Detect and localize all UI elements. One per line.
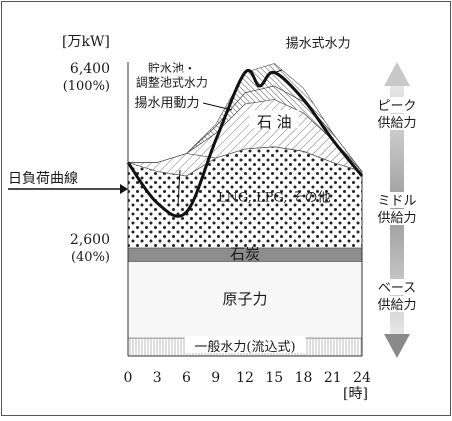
pumping-power-callout [177,169,181,206]
reservoir-callout [202,102,233,111]
supply-label-bg-1-0 [370,192,424,208]
series-label-oil: 石 油 [257,113,292,131]
label-plate-pumping-power-0 [131,91,203,108]
supply-label-1-0: ミドル [377,194,416,209]
series-label-run-of-river-hydro: 一般水力(流込式) [194,339,295,355]
label-plate-reservoir-hydro-1 [132,72,212,88]
series-label-nuclear: 原子力 [222,290,267,308]
series-label-reservoir-hydro-1: 調整池式水力 [136,75,208,90]
y-ref-percent-0: (100%) [63,79,110,94]
supply-label-2-0: ベース [378,281,416,296]
y-reference-labels: 6,400 (100%) 2,600 (40%) [63,61,110,265]
load-curve-line [126,68,364,218]
label-plate-reservoir-hydro-0 [145,58,199,74]
pumping-power-leader [177,169,181,206]
layer-pumped-storage-hydro [128,63,363,172]
supply-label-0-0: ピーク [377,99,416,114]
label-plate-pumped-storage-hydro-0 [282,32,354,49]
x-tick-labels: 0 3 6 9 12 15 18 21 24 [124,370,371,386]
label-plate-oil-0 [249,110,299,129]
series-label-pumping-power: 揚水用動力 [134,95,199,111]
series-label-coal: 石炭 [230,245,260,263]
supply-label-bg-1-1 [370,209,424,225]
x-tick-12: 12 [236,370,254,386]
x-tick-21: 21 [324,370,342,386]
x-tick-24: 24 [353,370,371,386]
reservoir-leader [202,102,233,111]
series-label-reservoir-hydro-0: 貯水池・ [148,62,196,76]
load-curve-arrow-head [120,184,128,194]
supply-label-bg-2-0 [370,279,424,295]
x-tick-9: 9 [211,370,220,386]
supply-label-1-1: 供給力 [377,211,416,226]
x-tick-3: 3 [153,370,162,386]
series-label-lng-lpg-other: LNG, LPG, その他 [218,190,331,205]
y-axis-title: [万kW] [62,34,110,50]
label-bg-run-of-river-hydro [184,336,306,353]
x-tick-0: 0 [124,370,133,386]
x-tick-6: 6 [182,370,191,386]
supply-label-bg-2-1 [370,296,424,312]
supply-bar-bottom-arrow [384,334,410,358]
y-ref-percent-1: (40%) [71,250,110,265]
supply-label-bg-0-0 [370,97,424,113]
pumped-storage-callout [269,69,283,75]
supply-bar-top-arrow [384,62,410,86]
load-curve-label: 日負荷曲線 [8,171,78,187]
x-tick-15: 15 [265,370,283,386]
supply-label-bg-0-1 [370,114,424,130]
x-axis-title: [時] [343,386,368,402]
pumped-storage-leader [269,69,283,75]
load-curve-callout: 日負荷曲線 [8,171,128,194]
supply-label-2-1: 供給力 [377,298,416,313]
series-label-pumped-storage-hydro: 揚水式水力 [286,35,351,51]
x-tick-18: 18 [295,370,313,386]
supply-label-0-1: 供給力 [377,116,416,131]
y-ref-label-1: 2,600 [70,232,110,248]
y-ref-label-0: 6,400 [70,61,110,77]
